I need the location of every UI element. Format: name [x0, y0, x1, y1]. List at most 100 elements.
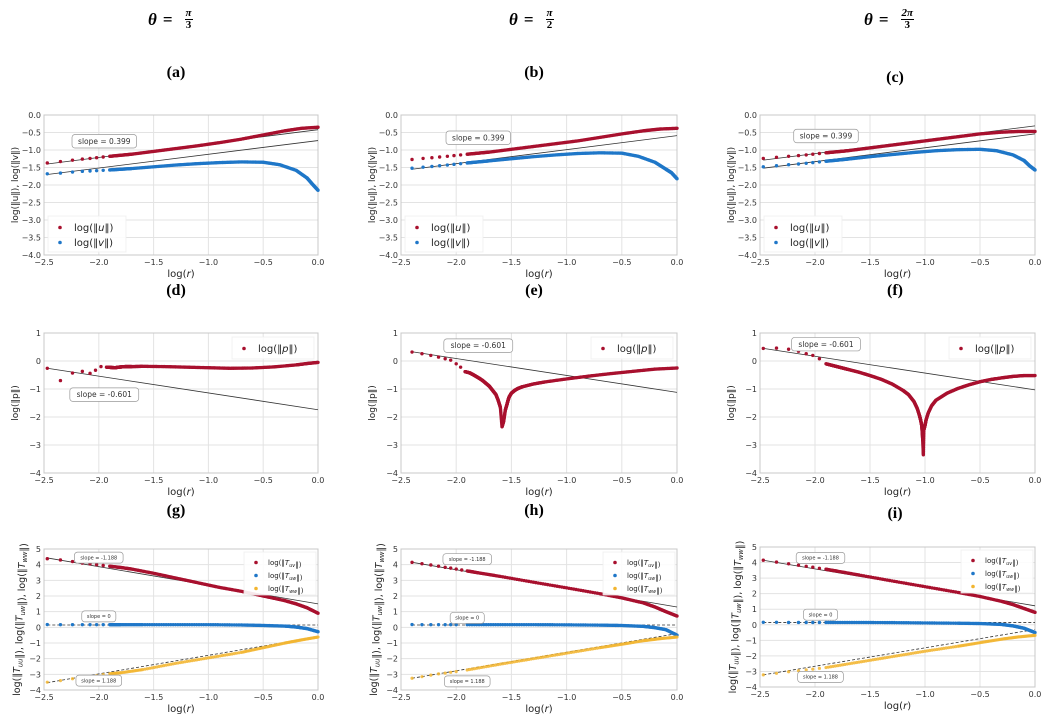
data-point [437, 164, 442, 168]
data-point [316, 125, 320, 129]
y-tick-label: 0.0 [385, 111, 398, 120]
x-tick-label: −0.5 [970, 258, 989, 267]
chart-panel-e: −2.5 −2.0 −1.5 −1.0 −0.5 0.0 −4 −3 −2 −1 0 1 log(r) l… [368, 329, 683, 498]
slope-annotation-box [74, 551, 124, 564]
data-point [574, 623, 578, 627]
y-tick-label: −0.5 [738, 129, 757, 138]
data-point [190, 622, 194, 627]
data-point [164, 622, 168, 627]
data-point [458, 153, 463, 157]
data-point [70, 622, 75, 627]
data-point [94, 156, 99, 160]
data-point [237, 651, 241, 655]
data-point [237, 623, 241, 627]
slope-annotation-text: slope = -0.601 [798, 340, 853, 349]
y-tick-label: 4 [36, 561, 41, 570]
legend-marker-red [242, 346, 246, 351]
data-point [211, 623, 215, 627]
data-point [209, 622, 213, 627]
equals-sign: = [878, 9, 889, 29]
data-point [836, 664, 840, 668]
data-point [583, 648, 588, 652]
y-tick-label: 0 [393, 357, 398, 366]
data-point [866, 658, 871, 663]
y-tick-label: 1 [752, 329, 757, 338]
data-point [906, 652, 911, 656]
x-tick-label: −2.0 [89, 693, 108, 702]
legend: log(‖u‖) log(‖v‖) [404, 215, 484, 253]
legend: log(‖u‖) log(‖v‖) [47, 215, 127, 253]
panel-label-b: (b) [524, 64, 544, 81]
y-tick-label: 2 [36, 592, 41, 601]
y-tick-label: −1.0 [379, 146, 398, 155]
data-point [951, 621, 955, 625]
slope-annotation-text: slope = 0 [87, 614, 111, 620]
series-red [761, 558, 1037, 615]
data-point [880, 656, 885, 660]
data-point [586, 623, 590, 627]
y-tick-label: −2.0 [379, 181, 398, 190]
data-point [101, 563, 105, 568]
slope-annotation-box [797, 671, 844, 683]
data-point [909, 621, 913, 625]
data-point [436, 564, 441, 568]
data-point [675, 177, 679, 181]
data-point [522, 658, 526, 662]
equals-sign: = [162, 9, 173, 29]
data-point [935, 621, 939, 625]
panel-label-i: (i) [887, 505, 903, 522]
data-point [316, 360, 320, 365]
data-point [944, 621, 948, 625]
data-point [155, 622, 159, 627]
data-point [873, 620, 878, 625]
data-point [176, 661, 180, 665]
data-point [515, 659, 519, 664]
data-point [1033, 129, 1037, 134]
x-tick-label: −1.5 [860, 690, 879, 699]
data-point [536, 656, 540, 660]
data-point [484, 665, 488, 669]
y-tick-label: −4 [29, 686, 41, 695]
data-point [774, 155, 779, 160]
fit-line [763, 629, 1036, 676]
legend-label: log(‖v‖) [790, 238, 829, 249]
axes-frame [759, 546, 1036, 688]
data-point [1033, 373, 1037, 378]
x-tick-label: −1.5 [860, 476, 879, 485]
axes-frame [43, 548, 319, 691]
y-axis-label: log(‖p‖) [11, 385, 21, 420]
data-point [911, 621, 915, 625]
x-tick-label: −0.5 [612, 693, 631, 702]
x-axis-label: log(r) [167, 487, 194, 498]
data-point [593, 623, 597, 627]
data-point [824, 620, 828, 625]
data-point [534, 622, 538, 627]
y-tick-label: 3 [752, 574, 757, 583]
series-blue [410, 622, 679, 637]
data-point [498, 662, 502, 666]
data-point [916, 650, 920, 654]
data-point [316, 635, 320, 639]
data-point [183, 622, 187, 627]
data-point [569, 623, 574, 627]
slope-annotation-text: slope = 0 [809, 612, 833, 618]
data-point [572, 650, 576, 654]
data-point [204, 656, 208, 660]
chart-panel-b: −2.5 −2.0 −1.5 −1.0 −0.5 0.0 −4.0 −3.5 −3.0 −2.5 −… [368, 111, 683, 280]
data-point [45, 172, 49, 176]
x-tick-label: −1.0 [915, 258, 934, 267]
data-point [796, 162, 801, 166]
data-point [101, 168, 105, 172]
data-point [906, 621, 911, 625]
y-tick-label: −2 [745, 652, 757, 661]
data-point [937, 621, 941, 625]
legend-marker-blue [613, 573, 617, 578]
data-point [576, 623, 581, 627]
data-point [859, 620, 864, 625]
data-point [829, 620, 833, 625]
data-point [410, 622, 414, 627]
data-point [58, 622, 63, 627]
series-red [45, 360, 320, 383]
y-axis-label: log(‖Tuu‖), log(‖Tuw‖), log(‖Tww‖) [12, 543, 30, 696]
data-point [192, 658, 196, 662]
